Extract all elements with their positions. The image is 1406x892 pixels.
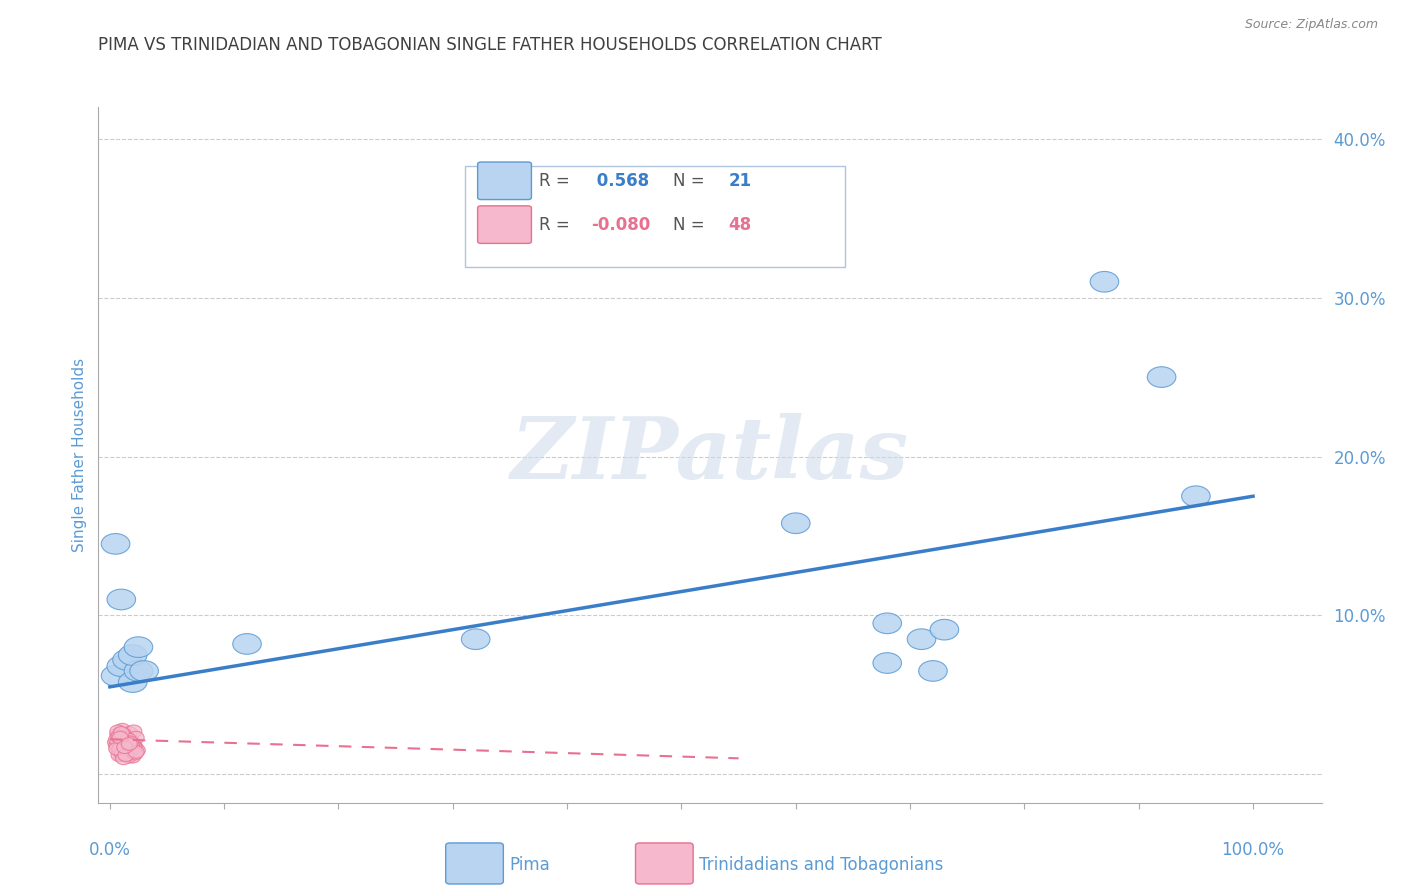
- FancyBboxPatch shape: [465, 166, 845, 267]
- Ellipse shape: [118, 645, 148, 665]
- Ellipse shape: [118, 730, 134, 742]
- Ellipse shape: [1090, 271, 1119, 292]
- Ellipse shape: [111, 748, 127, 762]
- Ellipse shape: [121, 744, 138, 756]
- Ellipse shape: [128, 731, 145, 744]
- Ellipse shape: [125, 738, 141, 750]
- Ellipse shape: [461, 629, 489, 649]
- FancyBboxPatch shape: [478, 206, 531, 244]
- Ellipse shape: [918, 661, 948, 681]
- Ellipse shape: [122, 746, 138, 758]
- Ellipse shape: [1181, 486, 1211, 507]
- Y-axis label: Single Father Households: Single Father Households: [72, 358, 87, 552]
- Ellipse shape: [110, 728, 127, 741]
- Ellipse shape: [112, 742, 128, 756]
- Ellipse shape: [125, 750, 141, 763]
- Text: ZIPatlas: ZIPatlas: [510, 413, 910, 497]
- Ellipse shape: [117, 741, 132, 754]
- Ellipse shape: [121, 727, 138, 739]
- Ellipse shape: [121, 738, 138, 750]
- Ellipse shape: [118, 672, 148, 692]
- Text: 100.0%: 100.0%: [1222, 841, 1285, 859]
- Ellipse shape: [114, 748, 129, 762]
- Ellipse shape: [118, 734, 134, 747]
- Text: R =: R =: [538, 172, 575, 191]
- Ellipse shape: [128, 746, 145, 758]
- Ellipse shape: [127, 741, 142, 754]
- Ellipse shape: [118, 748, 134, 762]
- Ellipse shape: [873, 613, 901, 633]
- Ellipse shape: [108, 739, 125, 752]
- Text: N =: N =: [673, 172, 710, 191]
- Text: Pima: Pima: [509, 856, 550, 874]
- Ellipse shape: [873, 653, 901, 673]
- Text: 0.0%: 0.0%: [89, 841, 131, 859]
- Ellipse shape: [129, 744, 145, 756]
- Ellipse shape: [112, 731, 128, 744]
- Ellipse shape: [122, 746, 138, 758]
- Ellipse shape: [120, 750, 136, 763]
- Text: PIMA VS TRINIDADIAN AND TOBAGONIAN SINGLE FATHER HOUSEHOLDS CORRELATION CHART: PIMA VS TRINIDADIAN AND TOBAGONIAN SINGL…: [98, 36, 882, 54]
- Ellipse shape: [117, 731, 132, 744]
- Text: 48: 48: [728, 217, 751, 235]
- Ellipse shape: [120, 736, 135, 748]
- Ellipse shape: [931, 619, 959, 640]
- Text: Trinidadians and Tobagonians: Trinidadians and Tobagonians: [699, 856, 943, 874]
- Text: 0.568: 0.568: [592, 172, 650, 191]
- Ellipse shape: [120, 747, 135, 760]
- Ellipse shape: [108, 736, 124, 748]
- Ellipse shape: [108, 733, 125, 746]
- Ellipse shape: [117, 742, 132, 756]
- Ellipse shape: [114, 723, 131, 736]
- Ellipse shape: [101, 533, 129, 554]
- Ellipse shape: [112, 649, 141, 670]
- Ellipse shape: [129, 661, 159, 681]
- Ellipse shape: [111, 744, 127, 756]
- Ellipse shape: [124, 661, 153, 681]
- Ellipse shape: [233, 633, 262, 654]
- Ellipse shape: [114, 747, 131, 760]
- Ellipse shape: [907, 629, 936, 649]
- Ellipse shape: [124, 637, 153, 657]
- Ellipse shape: [122, 736, 138, 748]
- Text: Source: ZipAtlas.com: Source: ZipAtlas.com: [1244, 18, 1378, 31]
- Ellipse shape: [110, 725, 127, 738]
- Ellipse shape: [127, 725, 142, 738]
- Ellipse shape: [115, 728, 132, 741]
- Ellipse shape: [127, 747, 143, 760]
- FancyBboxPatch shape: [478, 162, 531, 200]
- Ellipse shape: [107, 656, 135, 676]
- Text: -0.080: -0.080: [592, 217, 651, 235]
- Ellipse shape: [1147, 367, 1175, 387]
- Text: R =: R =: [538, 217, 575, 235]
- Ellipse shape: [120, 733, 136, 746]
- Ellipse shape: [114, 739, 129, 752]
- Ellipse shape: [111, 730, 127, 742]
- Ellipse shape: [124, 734, 139, 747]
- Ellipse shape: [124, 739, 139, 752]
- Ellipse shape: [127, 741, 143, 754]
- Ellipse shape: [115, 736, 132, 748]
- Ellipse shape: [112, 733, 128, 746]
- Ellipse shape: [114, 727, 129, 739]
- Ellipse shape: [107, 589, 135, 610]
- Text: N =: N =: [673, 217, 710, 235]
- Text: 21: 21: [728, 172, 751, 191]
- Ellipse shape: [120, 738, 136, 750]
- Ellipse shape: [115, 752, 132, 764]
- Ellipse shape: [108, 742, 125, 756]
- Ellipse shape: [782, 513, 810, 533]
- Ellipse shape: [101, 665, 129, 686]
